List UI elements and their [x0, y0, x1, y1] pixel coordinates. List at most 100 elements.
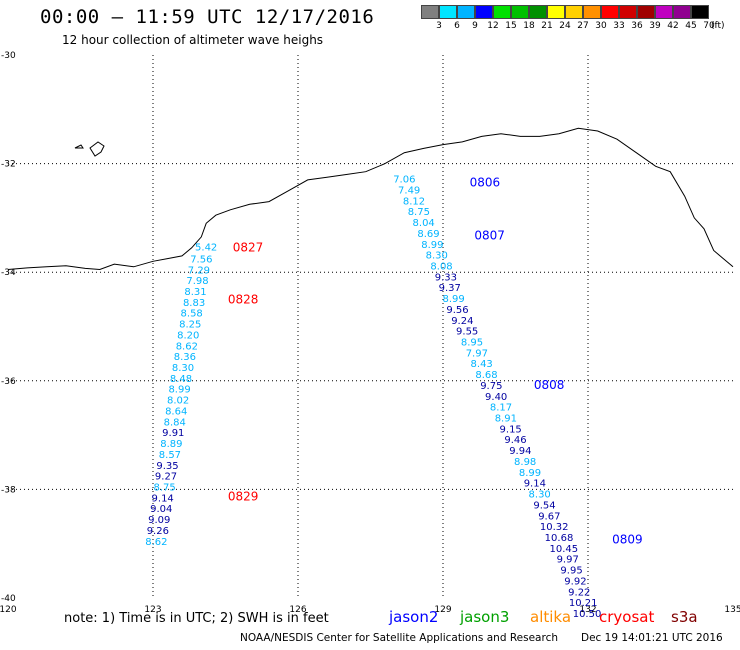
swh-value-label: 8.25: [179, 320, 201, 331]
satellite-legend-item: cryosat: [599, 608, 655, 626]
colorbar-label: 21: [541, 21, 553, 31]
swh-value-label: 8.36: [174, 352, 196, 363]
colorbar-label: 42: [667, 21, 679, 31]
x-tick-label: 132: [579, 605, 596, 615]
y-tick-label: -30: [1, 51, 16, 61]
colorbar-label: 15: [505, 21, 517, 31]
x-tick-label: 129: [434, 605, 451, 615]
swh-value-label: 8.08: [430, 261, 452, 272]
swh-value-label: 8.99: [443, 294, 465, 305]
pass-time-label: 0827: [233, 241, 264, 255]
swh-value-label: 8.62: [176, 341, 198, 352]
x-tick-label: 135: [724, 605, 740, 615]
colorbar-label: 45: [685, 21, 697, 31]
swh-value-label: 8.43: [471, 359, 493, 370]
swh-value-label: 9.09: [148, 515, 170, 526]
swh-value-label: 8.91: [495, 414, 517, 425]
swh-value-label: 9.54: [533, 500, 555, 511]
swh-value-label: 8.64: [165, 406, 187, 417]
swh-value-label: 8.62: [145, 537, 167, 548]
swh-value-label: 10.45: [550, 544, 579, 555]
swh-value-label: 5.42: [195, 242, 217, 253]
colorbar-swatch: [547, 5, 565, 19]
swh-value-label: 8.12: [403, 196, 425, 207]
swh-value-label: 8.17: [490, 403, 512, 414]
y-tick-label: -36: [1, 377, 16, 387]
swh-value-label: 8.30: [529, 490, 551, 501]
island-shape: [89, 141, 105, 157]
colorbar-label: 27: [577, 21, 589, 31]
swh-value-label: 8.57: [159, 450, 181, 461]
swh-value-label: 9.14: [152, 493, 174, 504]
swh-value-label: 7.06: [393, 175, 415, 186]
y-tick-label: -34: [1, 268, 16, 278]
swh-value-label: 8.69: [417, 229, 439, 240]
colorbar-swatch: [475, 5, 493, 19]
pass-time-label: 0808: [534, 378, 565, 392]
pass-time-label: 0828: [228, 293, 259, 307]
swh-value-label: 8.30: [426, 251, 448, 262]
colorbar-swatch: [619, 5, 637, 19]
swh-value-label: 10.21: [569, 598, 598, 609]
colorbar-label: 39: [649, 21, 661, 31]
swh-value-label: 9.95: [560, 566, 582, 577]
colorbar-swatch: [529, 5, 547, 19]
colorbar-label: 70: [703, 21, 715, 31]
swh-value-label: 9.37: [439, 283, 461, 294]
colorbar-label: 24: [559, 21, 571, 31]
pass-time-label: 0809: [612, 533, 643, 547]
swh-value-label: 9.27: [155, 472, 177, 483]
swh-value-label: 9.15: [500, 424, 522, 435]
swh-value-label: 8.99: [168, 385, 190, 396]
swh-value-label: 10.68: [545, 533, 574, 544]
chart-title: 00:00 – 11:59 UTC 12/17/2016: [40, 6, 375, 28]
y-tick-label: -40: [1, 594, 16, 604]
swh-value-label: 9.40: [485, 392, 507, 403]
colorbar-label: 3: [436, 21, 442, 31]
swh-value-label: 9.97: [557, 555, 579, 566]
colorbar-swatch: [565, 5, 583, 19]
satellite-legend-item: altika: [530, 608, 572, 626]
colorbar-label: 9: [472, 21, 478, 31]
satellite-legend-item: s3a: [671, 608, 698, 626]
y-tick-label: -32: [1, 160, 16, 170]
swh-value-label: 9.56: [446, 305, 468, 316]
swh-value-label: 8.84: [164, 417, 186, 428]
coastline: [7, 127, 734, 271]
swh-value-label: 8.83: [183, 298, 205, 309]
pass-time-label: 0829: [228, 489, 259, 503]
swh-value-label: 9.55: [456, 327, 478, 338]
x-tick-label: 123: [144, 605, 161, 615]
swh-value-label: 9.75: [480, 381, 502, 392]
colorbar-swatch: [655, 5, 673, 19]
satellite-legend-item: jason2: [389, 608, 439, 626]
x-tick-label: 126: [289, 605, 306, 615]
colorbar-swatch: [691, 5, 709, 19]
swh-value-label: 8.20: [177, 330, 199, 341]
swh-value-label: 8.89: [160, 439, 182, 450]
swh-value-label: 9.46: [504, 435, 526, 446]
swh-value-label: 9.94: [509, 446, 531, 457]
swh-value-label: 9.91: [162, 428, 184, 439]
swh-value-label: 8.30: [172, 363, 194, 374]
swh-value-label: 8.04: [413, 218, 435, 229]
colorbar-label: 6: [454, 21, 460, 31]
swh-value-label: 8.98: [514, 457, 536, 468]
swh-value-label: 8.99: [421, 240, 443, 251]
swh-value-label: 8.75: [408, 207, 430, 218]
colorbar-swatch: [421, 5, 439, 19]
pass-time-label: 0806: [470, 175, 501, 189]
colorbar-label: 30: [595, 21, 607, 31]
swh-value-label: 7.49: [398, 185, 420, 196]
colorbar-swatch: [583, 5, 601, 19]
swh-value-label: 8.31: [184, 287, 206, 298]
swh-value-label: 9.92: [564, 576, 586, 587]
swh-value-label: 7.56: [190, 254, 212, 265]
swh-value-label: 9.04: [150, 504, 172, 515]
swh-value-label: 7.97: [466, 348, 488, 359]
colorbar-swatch: [673, 5, 691, 19]
swh-value-label: 8.95: [461, 338, 483, 349]
swh-value-label: 8.58: [181, 309, 203, 320]
swh-value-label: 9.22: [568, 587, 590, 598]
island-shape: [74, 144, 84, 149]
